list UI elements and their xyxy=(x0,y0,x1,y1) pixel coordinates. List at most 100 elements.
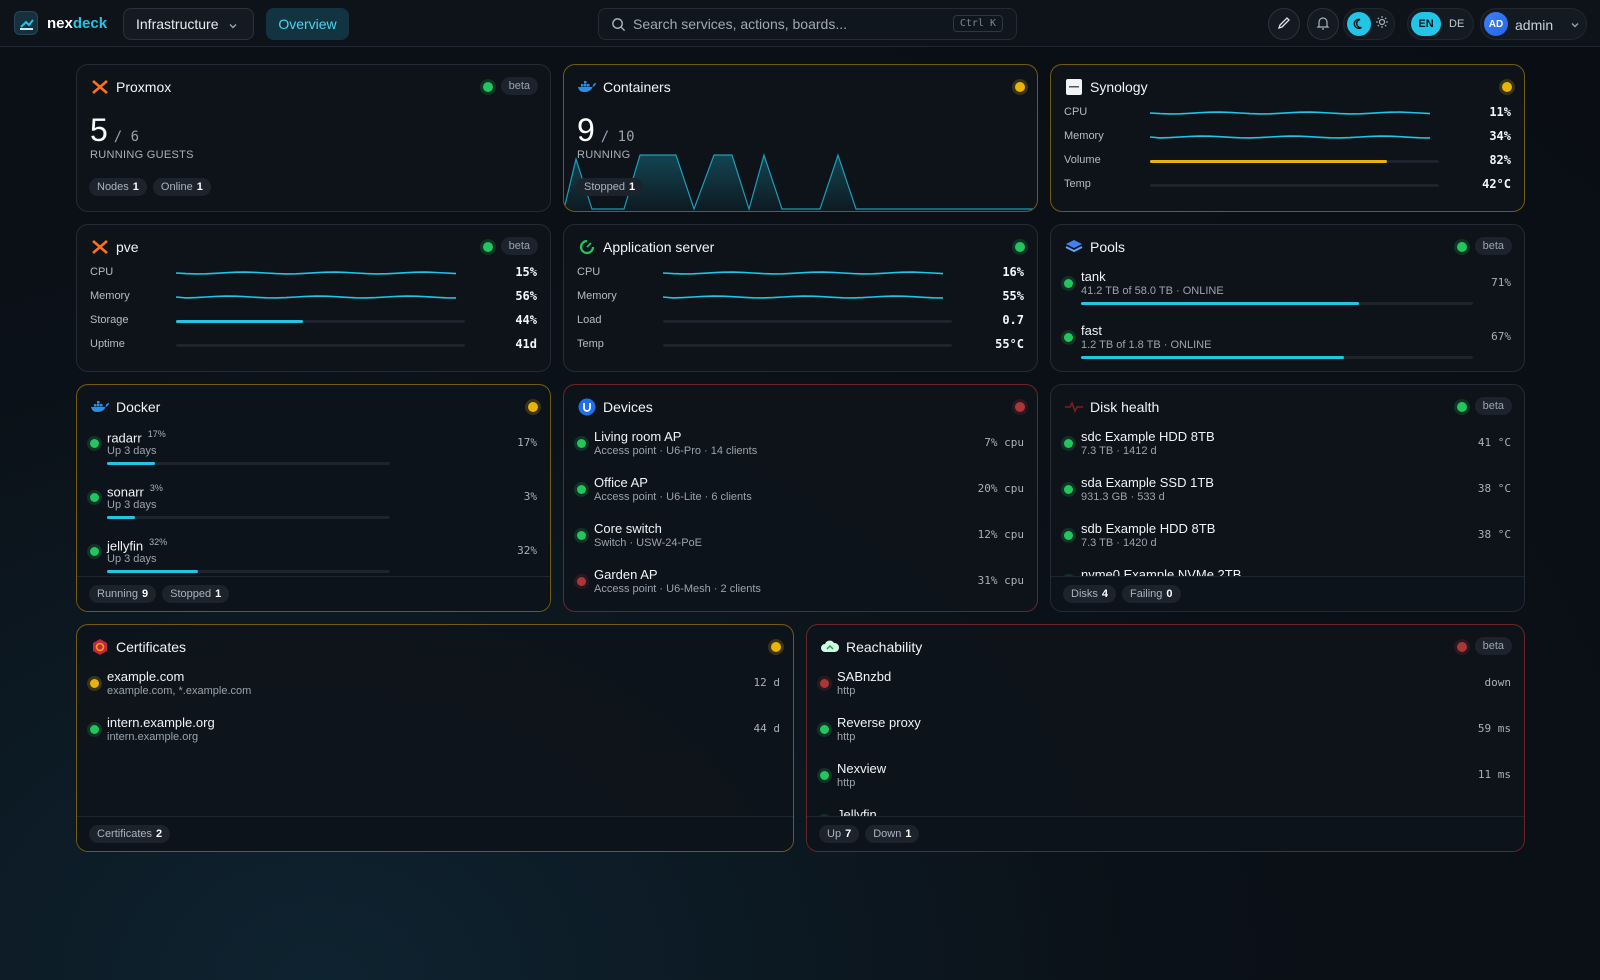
chip-label: Nodes xyxy=(97,181,129,193)
metric-row: Uptime 41d xyxy=(90,336,537,352)
reachability-card[interactable]: Reachability beta SABnzbd http down Reverse… xyxy=(806,624,1525,852)
metric-value: 15% xyxy=(515,265,537,279)
language-toggle[interactable]: EN DE xyxy=(1407,8,1474,40)
metric-bar xyxy=(663,320,952,323)
pve-card[interactable]: pve beta CPU 15% Memory 56% Storage 44% Uptime… xyxy=(76,224,551,372)
edit-button[interactable] xyxy=(1268,8,1300,40)
heartbeat-icon xyxy=(1064,397,1084,417)
board-selector[interactable]: Infrastructure xyxy=(123,8,254,40)
containers-card[interactable]: Containers 9/ 10 RUNNING Stopped 1 xyxy=(563,64,1038,212)
status-chip[interactable]: Failing 0 xyxy=(1122,585,1181,603)
status-chip[interactable]: Stopped 1 xyxy=(576,178,644,196)
status-dot xyxy=(1064,279,1073,288)
status-chip[interactable]: Certificates 2 xyxy=(89,825,171,843)
synology-card[interactable]: Synology CPU 11% Memory 34% Volume 82% Temp 42°… xyxy=(1050,64,1525,212)
metric-label: Load xyxy=(577,314,602,326)
chip-value: 2 xyxy=(156,828,163,840)
list-item[interactable]: fast 1.2 TB of 1.8 TB · ONLINE 67% xyxy=(1064,321,1511,361)
appserver-card[interactable]: Application server CPU 16% Memory 55% Load 0.… xyxy=(563,224,1038,372)
item-cpu: 3% xyxy=(149,483,163,493)
status-chip[interactable]: Nodes 1 xyxy=(89,178,147,196)
item-value: 17% xyxy=(517,436,537,449)
chip-value: 7 xyxy=(845,828,852,840)
item-name-text: example.com xyxy=(107,669,185,684)
status-chip[interactable]: Up 7 xyxy=(819,825,860,843)
list-item[interactable]: sdb Example HDD 8TB 7.3 TB · 1420 d 38 °C xyxy=(1064,519,1511,559)
theme-toggle[interactable] xyxy=(1343,8,1395,40)
item-name: Living room AP xyxy=(594,429,681,444)
list-item[interactable]: Reverse proxy http 59 ms xyxy=(820,713,1511,753)
usage-bar xyxy=(1081,302,1473,305)
chip-value: 1 xyxy=(215,588,222,600)
metric-bar xyxy=(1150,184,1439,187)
list-item[interactable]: Jellyfin xyxy=(820,805,1511,817)
user-menu[interactable]: AD admin xyxy=(1480,8,1587,40)
sun-icon[interactable] xyxy=(1375,15,1389,32)
item-name-text: fast xyxy=(1081,323,1102,338)
beta-badge: beta xyxy=(500,237,538,255)
brand-name: nexdeck xyxy=(47,15,108,32)
list-item[interactable]: intern.example.org intern.example.org 44 d xyxy=(90,713,780,753)
tab-overview[interactable]: Overview xyxy=(266,8,349,40)
metric-row: Memory 34% xyxy=(1064,128,1511,144)
status-chip[interactable]: Stopped 1 xyxy=(162,585,230,603)
list-item[interactable]: sdc Example HDD 8TB 7.3 TB · 1412 d 41 °C xyxy=(1064,427,1511,467)
status-dot xyxy=(771,642,781,652)
item-value: 12% cpu xyxy=(977,528,1024,541)
list-item[interactable]: tank 41.2 TB of 58.0 TB · ONLINE 71% xyxy=(1064,267,1511,307)
list-item[interactable]: sonarr 3% Up 3 days 3% xyxy=(90,481,537,521)
list-item[interactable]: example.com example.com, *.example.com 12 … xyxy=(90,667,780,707)
notifications-button[interactable] xyxy=(1307,8,1339,40)
lang-de-button[interactable]: DE xyxy=(1449,18,1465,30)
search-input[interactable] xyxy=(633,9,933,39)
list-item[interactable]: radarr 17% Up 3 days 17% xyxy=(90,427,537,467)
item-value: 32% xyxy=(517,544,537,557)
status-chip[interactable]: Disks 4 xyxy=(1063,585,1117,603)
logo-icon[interactable] xyxy=(14,11,38,35)
item-name: sonarr 3% xyxy=(107,483,163,499)
status-dot xyxy=(1015,242,1025,252)
pools-card[interactable]: Pools beta tank 41.2 TB of 58.0 TB · ONLI… xyxy=(1050,224,1525,372)
proxmox-card[interactable]: Proxmox beta 5/ 6 RUNNING GUESTS Nodes 1 O… xyxy=(76,64,551,212)
sparkline-path xyxy=(176,271,457,275)
list-item[interactable]: Nexview http 11 ms xyxy=(820,759,1511,799)
chip-value: 0 xyxy=(1166,588,1173,600)
list-item[interactable]: nvme0 Example NVMe 2TB xyxy=(1064,565,1511,577)
metric-label: Memory xyxy=(90,290,130,302)
metric-value: 82% xyxy=(1489,153,1511,167)
list-item[interactable]: jellyfin 32% Up 3 days 32% xyxy=(90,535,537,575)
list-item[interactable]: Garden AP Access point · U6-Mesh · 2 clie… xyxy=(577,565,1024,605)
chip-label: Up xyxy=(827,828,842,840)
item-name-text: sdb Example HDD 8TB xyxy=(1081,521,1216,536)
devices-card[interactable]: Devices Living room AP Access point · U6-… xyxy=(563,384,1038,612)
item-name: intern.example.org xyxy=(107,715,215,730)
metric-bar xyxy=(663,295,952,299)
item-desc: 7.3 TB · 1420 d xyxy=(1081,537,1157,549)
moon-icon[interactable] xyxy=(1347,12,1371,36)
lang-en-button[interactable]: EN xyxy=(1411,12,1441,36)
chip-label: Failing xyxy=(1130,588,1163,600)
list-item[interactable]: Living room AP Access point · U6-Pro · 14… xyxy=(577,427,1024,467)
chip-value: 1 xyxy=(196,181,203,193)
metric-bar xyxy=(1150,160,1439,163)
diskhealth-card[interactable]: Disk health beta sdc Example HDD 8TB 7.3 … xyxy=(1050,384,1525,612)
status-chip[interactable]: Online 1 xyxy=(152,178,211,196)
list-item[interactable]: Core switch Switch · USW-24-PoE 12% cpu xyxy=(577,519,1024,559)
docker-card[interactable]: Docker radarr 17% Up 3 days 17% sonarr 3% Up 3… xyxy=(76,384,551,612)
certificates-card[interactable]: Certificates example.com example.com, *.e… xyxy=(76,624,794,852)
card-title: pve xyxy=(116,239,139,255)
status-dot xyxy=(90,547,99,556)
item-name: SABnzbd xyxy=(837,669,891,684)
chip-label: Down xyxy=(873,828,902,840)
status-chip[interactable]: Running 9 xyxy=(89,585,157,603)
metric-row: Memory 55% xyxy=(577,288,1024,304)
synology-icon xyxy=(1064,77,1084,97)
status-chip[interactable]: Down 1 xyxy=(865,825,920,843)
item-value: 59 ms xyxy=(1477,722,1511,735)
list-item[interactable]: Office AP Access point · U6-Lite · 6 clie… xyxy=(577,473,1024,513)
item-value: 41 °C xyxy=(1477,436,1511,449)
list-item[interactable]: SABnzbd http down xyxy=(820,667,1511,707)
chip-value: 9 xyxy=(141,588,149,600)
list-item[interactable]: sda Example SSD 1TB 931.3 GB · 533 d 38 °C xyxy=(1064,473,1511,513)
search-bar[interactable]: Ctrl K xyxy=(598,8,1017,40)
